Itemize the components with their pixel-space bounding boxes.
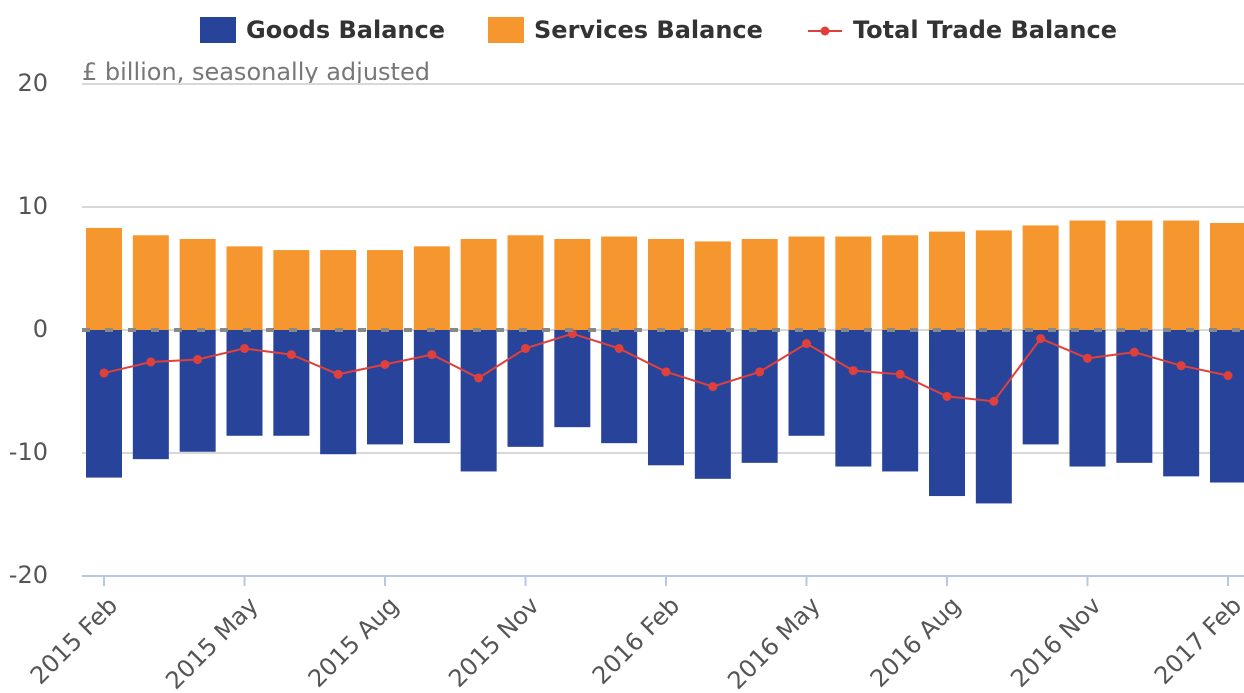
bar	[367, 250, 403, 330]
bar	[179, 330, 216, 452]
point	[193, 355, 203, 365]
bar	[554, 238, 591, 330]
bar	[320, 330, 357, 455]
plot-area	[86, 220, 1244, 504]
y-tick-label: 20	[17, 69, 48, 97]
bar	[413, 246, 450, 330]
bar	[694, 330, 731, 479]
bar	[975, 230, 1012, 330]
bar	[1069, 330, 1106, 467]
point	[708, 382, 718, 392]
y-tick-label: -20	[9, 561, 48, 589]
chart-subtitle: £ billion, seasonally adjusted	[82, 58, 430, 86]
bar	[132, 235, 169, 330]
bar	[1069, 220, 1106, 330]
point	[521, 343, 530, 353]
bar	[741, 330, 778, 463]
bar	[1116, 220, 1153, 330]
point	[146, 357, 156, 367]
bar	[86, 227, 122, 330]
bar	[1163, 330, 1200, 477]
bar	[367, 330, 403, 445]
bar	[788, 236, 825, 330]
point	[755, 367, 765, 377]
point	[1176, 361, 1186, 371]
legend-label: Goods Balance	[246, 16, 445, 44]
y-tick-label: 0	[33, 315, 48, 343]
x-tick-label: 2016 Feb	[587, 591, 685, 689]
bar	[1210, 222, 1244, 330]
bar	[179, 238, 216, 330]
bar	[694, 241, 731, 330]
bar	[507, 235, 544, 330]
bar	[1163, 220, 1200, 330]
point	[802, 339, 811, 349]
bar	[554, 330, 591, 428]
y-tick-label: -10	[9, 438, 48, 466]
legend-swatch	[488, 17, 524, 43]
point	[99, 368, 109, 378]
legend-label: Services Balance	[534, 16, 763, 44]
bar	[1022, 225, 1059, 330]
x-tick-label: 2016 Aug	[865, 591, 967, 693]
point	[895, 369, 905, 379]
bar	[460, 238, 497, 330]
bar	[226, 246, 263, 330]
bar	[86, 330, 122, 478]
point	[848, 366, 858, 376]
bar	[273, 250, 310, 330]
point	[1223, 371, 1233, 381]
bar	[882, 235, 919, 330]
bar	[273, 330, 310, 436]
legend-label: Total Trade Balance	[853, 16, 1117, 44]
point	[989, 396, 999, 406]
x-tick-label: 2015 May	[160, 591, 263, 693]
point	[942, 391, 952, 401]
bar	[929, 330, 965, 497]
bar	[1022, 330, 1059, 445]
bar	[460, 330, 497, 472]
bar	[648, 238, 684, 330]
bar	[741, 238, 778, 330]
point	[427, 350, 437, 360]
point	[1129, 347, 1139, 357]
point	[474, 373, 484, 383]
point	[240, 343, 249, 353]
x-tick-label: 2017 Feb	[1149, 591, 1244, 689]
point	[380, 359, 390, 369]
bar	[975, 330, 1012, 504]
bar	[413, 330, 450, 444]
bar	[882, 330, 919, 472]
bar	[929, 231, 965, 330]
bar	[601, 236, 638, 330]
point	[661, 367, 671, 377]
bar	[835, 330, 872, 467]
point	[1083, 353, 1092, 363]
legend-swatch	[200, 17, 236, 43]
bar	[1210, 330, 1244, 483]
y-tick-label: 10	[17, 192, 48, 220]
x-tick-label: 2016 Nov	[1005, 591, 1107, 693]
bar	[132, 330, 169, 460]
bar	[648, 330, 684, 466]
point	[333, 369, 343, 379]
x-tick-label: 2015 Feb	[25, 591, 123, 689]
bar	[320, 250, 357, 330]
legend-swatch	[820, 26, 830, 36]
point	[1036, 334, 1046, 344]
point	[614, 343, 624, 353]
x-tick-label: 2015 Nov	[443, 591, 545, 693]
bar	[835, 236, 872, 330]
x-tick-label: 2015 Aug	[303, 591, 405, 693]
x-tick-label: 2016 May	[722, 591, 825, 693]
point	[286, 350, 296, 360]
